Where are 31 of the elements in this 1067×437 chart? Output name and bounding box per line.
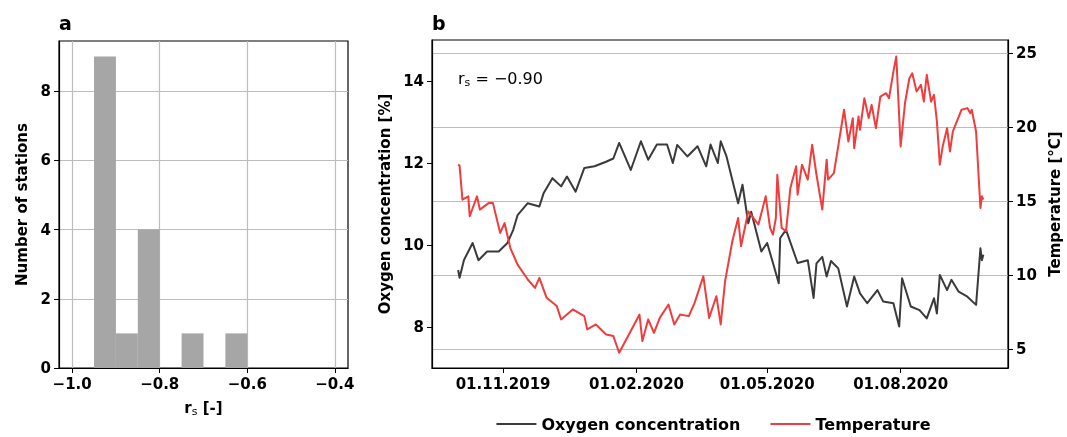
y-tick-label: 12 bbox=[403, 154, 424, 172]
y-tick-label: 10 bbox=[403, 236, 424, 254]
y-tick-label: 2 bbox=[40, 289, 51, 308]
y2-tick-label: 25 bbox=[1016, 44, 1037, 63]
y2-tick-label: 10 bbox=[1016, 265, 1037, 284]
y2-axis-title: Temperature [°C] bbox=[1046, 131, 1065, 277]
line-series bbox=[457, 140, 985, 328]
y-tick-label: 8 bbox=[413, 318, 424, 336]
legend-label: Oxygen concentration bbox=[541, 414, 741, 434]
x-tick-label: 01.11.2019 bbox=[455, 374, 551, 393]
y2-tick-label: 5 bbox=[1016, 339, 1027, 358]
y-tick-label: 14 bbox=[403, 72, 424, 90]
y-tick-label: 6 bbox=[40, 151, 51, 170]
x-tick-label: −0.6 bbox=[227, 374, 267, 393]
x-tick-label: 01.02.2020 bbox=[589, 374, 685, 393]
x-tick-label: −1.0 bbox=[52, 374, 92, 393]
y-tick-label: 4 bbox=[40, 220, 51, 239]
y2-tick-label: 15 bbox=[1016, 192, 1037, 211]
y-axis-title: Oxygen concentration [%] bbox=[375, 93, 394, 315]
x-tick-label: −0.4 bbox=[315, 374, 355, 393]
x-tick-label: 01.08.2020 bbox=[853, 374, 949, 393]
chart-title: a bbox=[59, 11, 72, 34]
y2-tick-label: 20 bbox=[1016, 118, 1037, 137]
y-tick-label: 8 bbox=[40, 82, 51, 101]
chart-title: b bbox=[432, 11, 446, 34]
y-tick-label: 0 bbox=[40, 359, 51, 377]
x-tick-label: −0.8 bbox=[140, 374, 180, 393]
line-series bbox=[457, 55, 985, 354]
legend-label: Temperature bbox=[815, 414, 931, 434]
x-tick-label: 01.05.2020 bbox=[719, 374, 815, 393]
y-axis-title: Number of stations bbox=[12, 122, 31, 286]
